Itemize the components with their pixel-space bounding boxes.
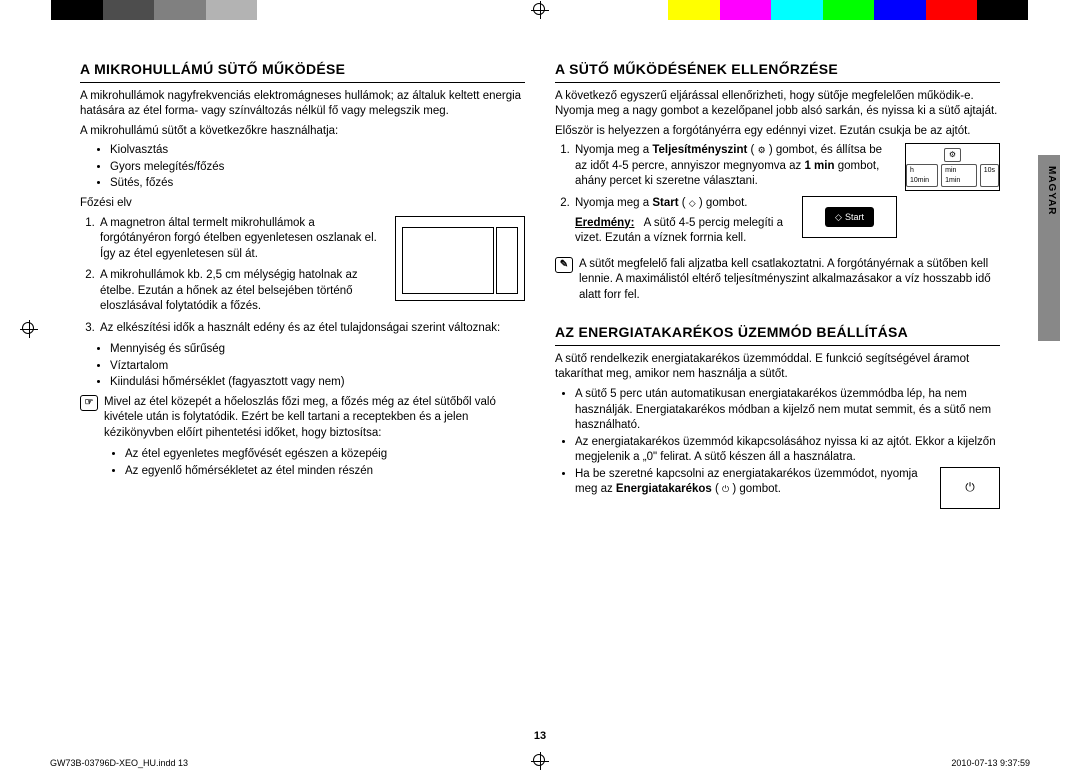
first-step: Először is helyezzen a forgótányérra egy… [555,124,1000,140]
start-button-illustration: ◇Start [802,196,897,238]
list-item: A sütő 5 perc után automatikusan energia… [575,387,1000,434]
section-heading: AZ ENERGIATAKARÉKOS ÜZEMMÓD BEÁLLÍTÁSA [555,323,1000,346]
list-item: ◇Start Nyomja meg a Start ( ◇ ) gombot. … [573,196,1000,247]
intro-text: A következő egyszerű eljárással ellenőri… [555,89,1000,120]
hand-icon: ☞ [80,395,98,411]
list-item: Gyors melegítés/főzés [110,160,525,176]
microwave-illustration [395,216,525,301]
note-bullets: Az étel egyenletes megfővését egészen a … [125,447,525,479]
section-heading: A SÜTŐ MŰKÖDÉSÉNEK ELLENŐRZÉSE [555,60,1000,83]
list-item: Víztartalom [110,359,525,375]
language-tab-label: MAGYAR [1046,166,1057,216]
power-icon: ⚙ [944,148,961,163]
time-button: h 10min [906,164,938,187]
list-item: Az étel egyenletes megfővését egészen a … [125,447,525,463]
result-label: Eredmény: [575,217,634,229]
time-button: min 1min [941,164,977,187]
page-content: A MIKROHULLÁMÚ SÜTŐ MŰKÖDÉSE A mikrohull… [80,60,1000,720]
note-block: ✎ A sütőt megfelelő fali aljzatba kell c… [555,257,1000,304]
list-item: Kiindulási hőmérséklet (fagyasztott vagy… [110,375,525,391]
uses-label: A mikrohullámú sütőt a következőkre hasz… [80,124,525,140]
time-button: 10s [980,164,999,187]
list-item: Az egyenlő hőmérsékletet az étel minden … [125,464,525,480]
properties-list: Mennyiség és sűrűség Víztartalom Kiindul… [110,342,525,391]
power-level-icon: ⚙ [758,145,766,155]
eco-bullets: A sütő 5 perc után automatikusan energia… [575,387,1000,498]
intro-text: A mikrohullámok nagyfrekvenciás elektrom… [80,89,525,120]
note-block: ☞ Mivel az étel közepét a hőeloszlás főz… [80,395,525,442]
right-column: A SÜTŐ MŰKÖDÉSÉNEK ELLENŐRZÉSE A követke… [555,60,1000,720]
list-item: ⏻ Ha be szeretné kapcsolni az energiatak… [575,467,1000,498]
control-panel-illustration: ⚙ h 10min min 1min 10s [905,143,1000,191]
footer-timestamp: 2010-07-13 9:37:59 [951,758,1030,768]
registration-mark [531,1,549,19]
page-number: 13 [0,730,1080,742]
diamond-icon: ◇ [835,211,842,223]
list-item: Az energiatakarékos üzemmód kikapcsolásá… [575,435,1000,466]
section-heading: A MIKROHULLÁMÚ SÜTŐ MŰKÖDÉSE [80,60,525,83]
footer-filename: GW73B-03796D-XEO_HU.indd 13 [50,758,188,768]
eco-intro: A sütő rendelkezik energiatakarékos üzem… [555,352,1000,383]
list-item: Sütés, főzés [110,176,525,192]
uses-list: Kiolvasztás Gyors melegítés/főzés Sütés,… [110,143,525,192]
registration-mark [20,320,38,338]
list-item: Mennyiség és sűrűség [110,342,525,358]
note-text: Mivel az étel közepét a hőeloszlás főzi … [104,395,525,442]
start-icon: ◇ [689,198,696,208]
pencil-icon: ✎ [555,257,573,273]
note-text: A sütőt megfelelő fali aljzatba kell csa… [579,257,1000,304]
registration-mark [531,752,549,770]
left-column: A MIKROHULLÁMÚ SÜTŐ MŰKÖDÉSE A mikrohull… [80,60,525,720]
principle-label: Főzési elv [80,196,525,212]
list-item: Kiolvasztás [110,143,525,159]
list-item: Az elkészítési idők a használt edény és … [98,321,525,337]
eco-button-illustration: ⏻ [940,467,1000,509]
